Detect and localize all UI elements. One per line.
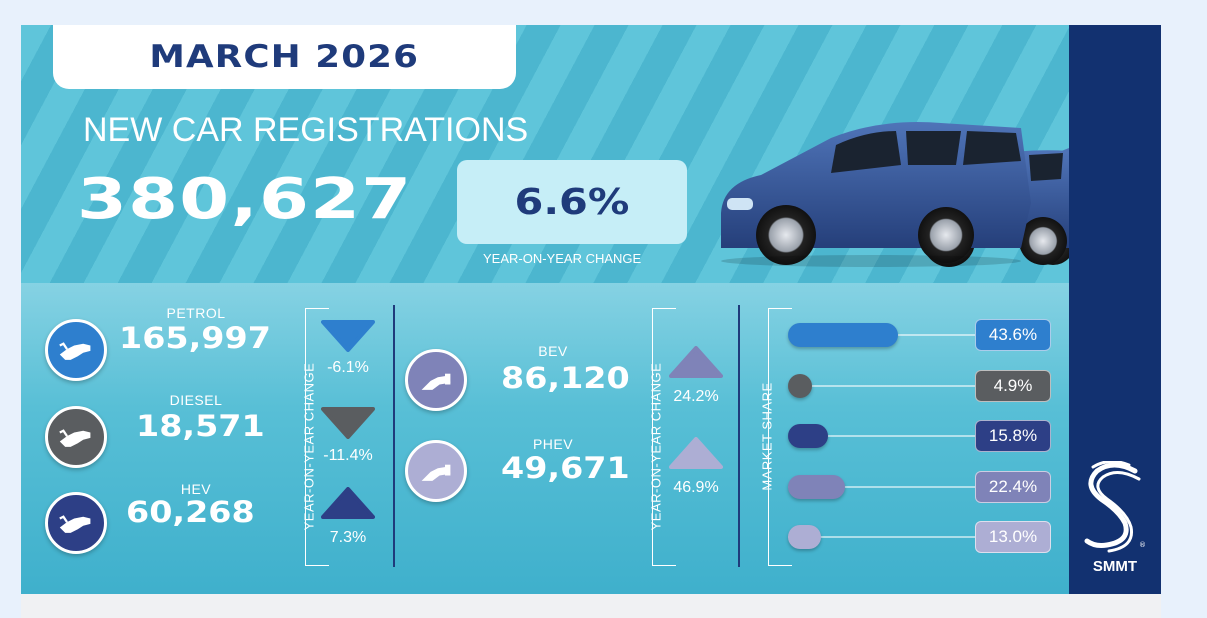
fuel-icon-circle bbox=[405, 440, 467, 502]
fuel-nozzle-icon bbox=[59, 429, 91, 447]
triangle-down-icon bbox=[321, 320, 375, 352]
smmt-logo-icon: ® bbox=[1084, 461, 1145, 553]
yoy-change-label: YEAR-ON-YEAR CHANGE bbox=[483, 251, 642, 266]
share-value-pill: 43.6% bbox=[975, 319, 1051, 351]
fuel-type-label: PHEV bbox=[532, 436, 574, 452]
brand-sidebar bbox=[1069, 25, 1161, 594]
yoy-change-pct: 46.9% bbox=[673, 479, 719, 496]
yoy-change-pct: -11.4% bbox=[323, 447, 373, 464]
share-bar bbox=[788, 474, 845, 499]
share-value-pill: 4.9% bbox=[975, 369, 1051, 402]
cars-illustration-icon bbox=[721, 122, 1069, 267]
fuel-icon-circle bbox=[405, 349, 467, 411]
share-track-line bbox=[788, 485, 981, 488]
yoy-change-pct: -6.1% bbox=[327, 359, 369, 376]
share-bar bbox=[788, 525, 821, 549]
fuel-type-label: HEV bbox=[180, 481, 212, 497]
share-value-pill: 13.0% bbox=[975, 521, 1051, 553]
fuel-nozzle-icon bbox=[59, 342, 91, 360]
market-share-label: MARKET SHARE bbox=[759, 382, 775, 491]
divider-line bbox=[393, 305, 395, 567]
triangle-up-icon bbox=[669, 437, 723, 469]
smmt-logo-text: SMMT bbox=[1092, 558, 1138, 575]
yoy-change-pct: 24.2% bbox=[673, 388, 719, 405]
fuel-type-label: PETROL bbox=[166, 305, 226, 321]
share-track-line bbox=[788, 435, 981, 437]
yoy-change-pct: 7.3% bbox=[329, 529, 367, 546]
market-share-bracket bbox=[768, 308, 792, 566]
total-registrations: 380,627 bbox=[77, 167, 413, 232]
fuel-registrations: 165,997 bbox=[119, 321, 271, 355]
yoy-vertical-label-right: YEAR-ON-YEAR CHANGE bbox=[648, 362, 664, 531]
triangle-up-icon bbox=[669, 346, 723, 378]
share-track-line bbox=[788, 536, 981, 538]
yoy-vertical-label-left: YEAR-ON-YEAR CHANGE bbox=[301, 362, 317, 531]
headline: NEW CAR REGISTRATIONS bbox=[83, 111, 529, 149]
fuel-icon-circle bbox=[45, 406, 107, 468]
fuel-icon-circle bbox=[45, 319, 107, 381]
yoy-bracket-left bbox=[305, 308, 329, 566]
charging-plug-icon bbox=[421, 464, 451, 481]
fuel-registrations: 60,268 bbox=[126, 495, 255, 529]
share-track-line bbox=[788, 384, 981, 387]
share-value-pill: 22.4% bbox=[975, 470, 1051, 503]
footer-strip bbox=[21, 594, 1161, 618]
yoy-change-box: 6.6% bbox=[457, 160, 687, 244]
fuel-registrations: 49,671 bbox=[501, 451, 630, 485]
month-tab: MARCH 2026 bbox=[53, 25, 516, 89]
charging-plug-icon bbox=[421, 373, 451, 390]
fuel-nozzle-icon bbox=[59, 515, 91, 533]
registered-mark: ® bbox=[1139, 541, 1145, 549]
fuel-type-label: BEV bbox=[538, 343, 568, 359]
month-title: MARCH 2026 bbox=[149, 39, 420, 75]
fuel-registrations: 86,120 bbox=[501, 361, 630, 395]
share-bar bbox=[788, 323, 898, 347]
divider-line bbox=[738, 305, 740, 567]
triangle-down-icon bbox=[321, 407, 375, 439]
fuel-icon-circle bbox=[45, 492, 107, 554]
share-bar bbox=[788, 424, 828, 448]
fuel-registrations: 18,571 bbox=[136, 409, 265, 443]
yoy-bracket-right bbox=[652, 308, 676, 566]
infographic-card: MARCH 2026 NEW CAR REGISTRATIONS 380,627… bbox=[21, 25, 1161, 618]
fuel-type-label: DIESEL bbox=[169, 392, 223, 408]
yoy-change-value: 6.6% bbox=[514, 181, 630, 223]
triangle-up-icon bbox=[321, 487, 375, 519]
share-bar bbox=[788, 373, 812, 398]
share-value-pill: 15.8% bbox=[975, 420, 1051, 452]
